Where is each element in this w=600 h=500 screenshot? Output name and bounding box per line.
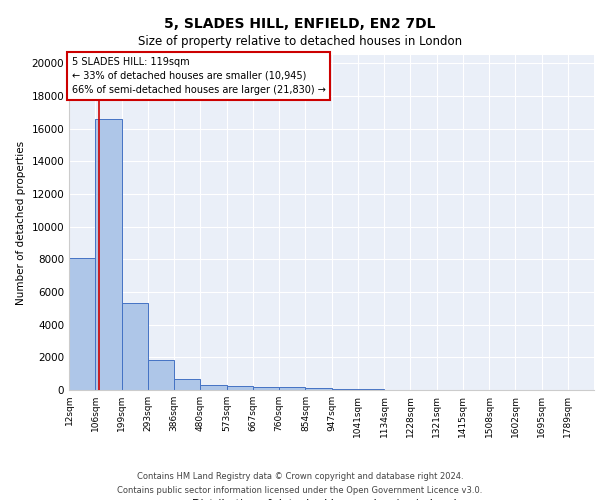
Bar <box>148 360 174 390</box>
Text: Size of property relative to detached houses in London: Size of property relative to detached ho… <box>138 35 462 48</box>
Bar <box>305 388 331 390</box>
Bar <box>174 378 200 390</box>
Text: Contains public sector information licensed under the Open Government Licence v3: Contains public sector information licen… <box>118 486 482 495</box>
Text: 5 SLADES HILL: 119sqm
← 33% of detached houses are smaller (10,945)
66% of semi-: 5 SLADES HILL: 119sqm ← 33% of detached … <box>71 56 325 94</box>
Text: Contains HM Land Registry data © Crown copyright and database right 2024.: Contains HM Land Registry data © Crown c… <box>137 472 463 481</box>
Bar <box>121 304 148 390</box>
Bar <box>331 389 358 390</box>
Bar <box>227 386 253 390</box>
Bar <box>95 118 121 390</box>
Bar <box>279 387 305 390</box>
Bar <box>69 258 95 390</box>
Bar <box>253 386 279 390</box>
Bar <box>200 385 227 390</box>
Y-axis label: Number of detached properties: Number of detached properties <box>16 140 26 304</box>
Text: 5, SLADES HILL, ENFIELD, EN2 7DL: 5, SLADES HILL, ENFIELD, EN2 7DL <box>164 18 436 32</box>
